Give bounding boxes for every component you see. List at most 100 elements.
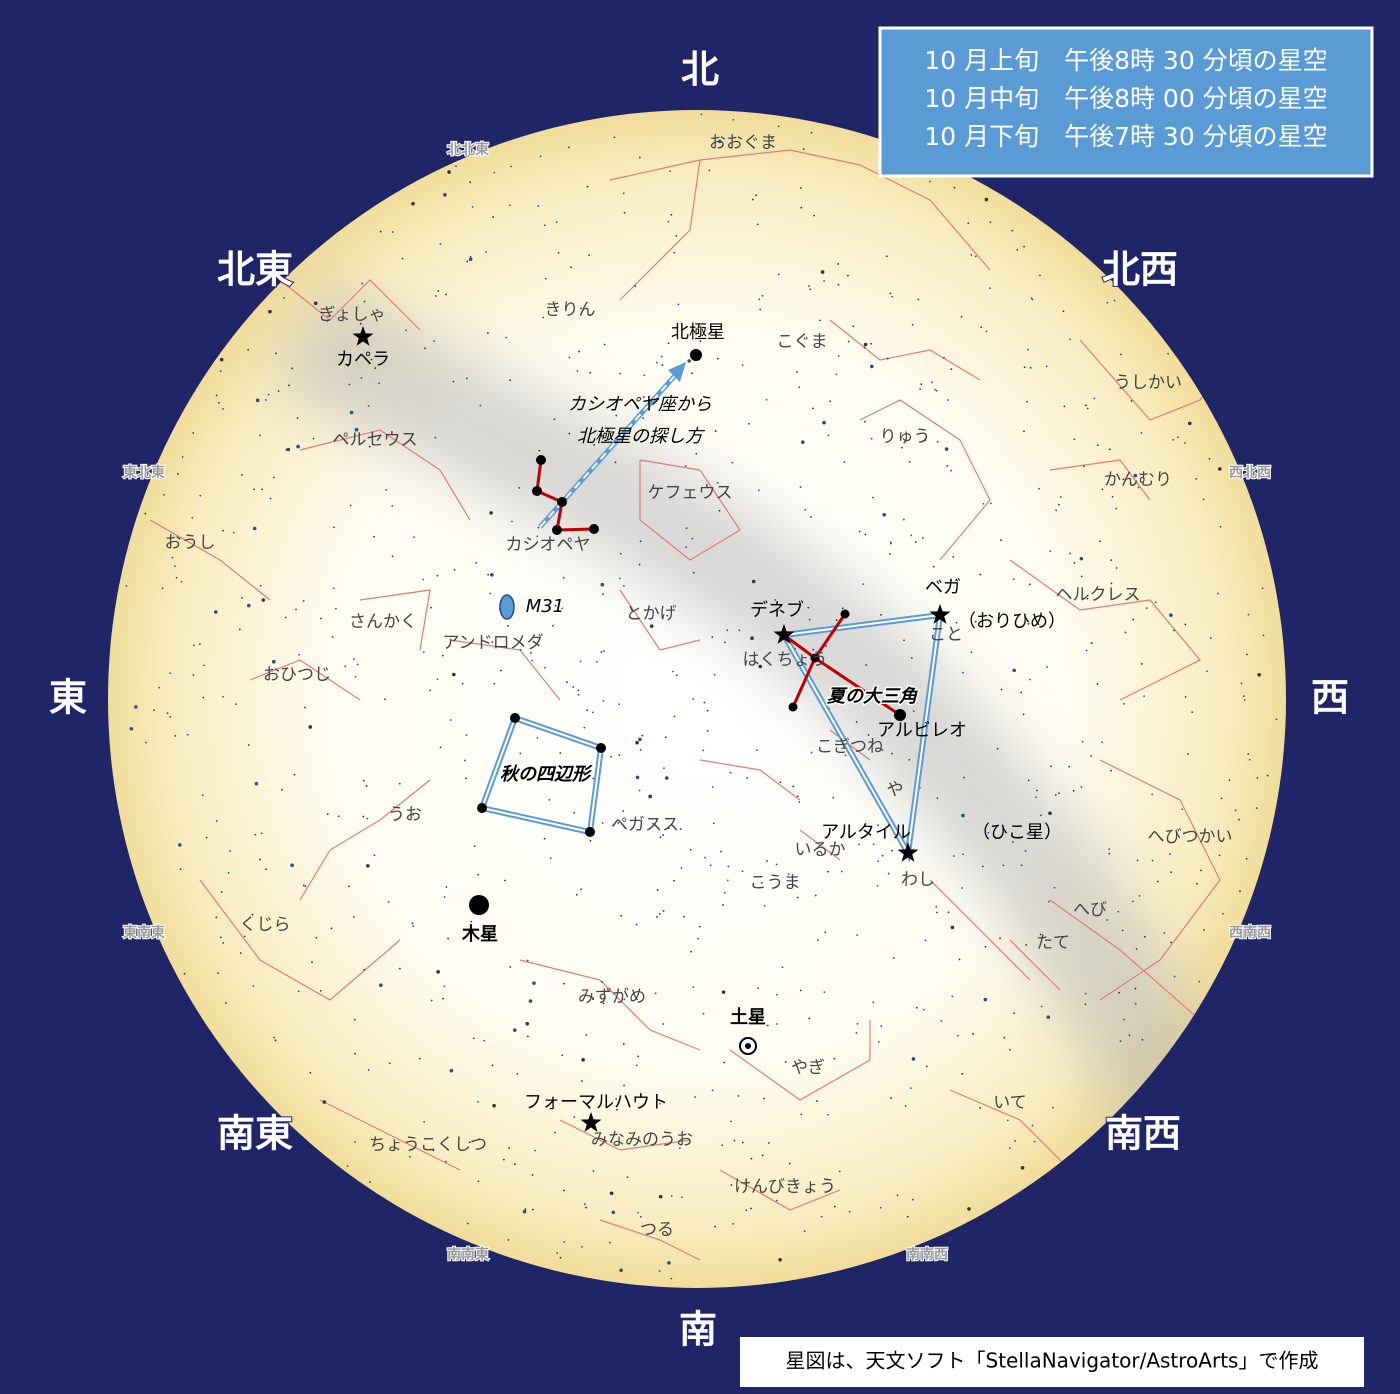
faint-star [711,1089,714,1092]
star-dot [536,455,546,465]
faint-star [638,737,642,742]
faint-star [840,870,843,873]
faint-star [568,146,570,149]
constellation-line [249,659,361,701]
faint-star [580,1245,583,1248]
faint-star [880,1025,883,1028]
faint-star [887,872,890,875]
faint-star [800,440,805,444]
faint-star [777,273,780,276]
direction: 北西 [1102,248,1178,292]
faint-star [232,531,235,534]
faint-star [889,542,892,545]
faint-star [990,502,992,505]
faint-star [225,1002,227,1004]
faint-star [291,367,294,370]
faint-star [260,832,263,835]
faint-star [1217,592,1219,595]
faint-star [566,681,568,684]
faint-star [730,1120,732,1123]
faint-star [290,863,294,868]
faint-star [215,820,218,822]
faint-star [576,370,579,372]
faint-star [1101,488,1104,491]
faint-star [910,657,913,659]
constellation-line [609,149,991,271]
faint-star [500,669,502,672]
faint-star [776,993,778,996]
faint-star [429,689,432,692]
faint-star [1050,765,1052,768]
faint-star [528,999,533,1003]
faint-star [792,785,795,788]
faint-star [581,1080,583,1082]
faint-star [239,952,242,954]
faint-star [1170,871,1173,874]
faint-star [1140,663,1143,665]
faint-star [702,749,705,752]
constellation-name: わし [901,870,935,890]
faint-star [934,388,937,391]
faint-star [936,797,939,800]
star-name: フォーマルハウト [524,1092,668,1113]
star-marker [580,1112,602,1132]
faint-star [872,496,875,499]
faint-star [436,574,439,577]
faint-star [298,653,300,656]
faint-star [812,407,814,410]
faint-star [670,1277,673,1280]
faint-star [766,1024,769,1027]
faint-star [555,221,558,224]
faint-star [472,1037,475,1040]
faint-star [912,710,915,713]
star-marker [352,326,374,346]
faint-star [238,628,241,631]
faint-star [241,474,243,476]
constellation-name: やぎ [791,1058,825,1078]
faint-star [1196,882,1198,885]
constellation-name: カシオペヤ [506,535,591,555]
faint-star [418,1057,421,1060]
faint-star [1090,754,1093,757]
faint-star [835,373,838,376]
minor-direction: 南南西 [906,1246,948,1263]
faint-star [833,692,836,694]
faint-star [929,180,931,183]
faint-star [1134,1002,1137,1005]
faint-star [638,563,641,566]
faint-star [1191,711,1194,713]
faint-star [537,205,540,207]
faint-star [999,937,1001,940]
faint-star [936,440,939,443]
faint-star [961,887,964,889]
faint-star [663,767,665,770]
faint-star [505,336,508,339]
faint-star [706,729,709,732]
faint-star [477,1100,479,1103]
faint-star [312,437,315,440]
faint-star [579,307,582,310]
summer-triangle-inner [782,613,942,857]
faint-star [511,520,513,523]
faint-star [837,283,840,286]
faint-star [695,452,698,455]
faint-star [1242,695,1245,698]
faint-star [508,204,511,207]
faint-star [985,330,988,333]
faint-star [215,916,218,919]
faint-star [972,1033,975,1035]
faint-star [642,417,645,419]
faint-star [543,224,546,227]
constellation-name: おうし [165,533,216,553]
faint-star [246,603,251,608]
faint-star [956,1034,959,1037]
faint-star [1170,941,1172,944]
faint-star [924,939,927,942]
faint-star [1121,929,1124,932]
faint-star [483,1039,486,1042]
faint-star [491,641,494,643]
faint-star [311,961,313,964]
faint-star [589,371,592,374]
faint-star [602,1002,605,1005]
faint-star [906,1215,909,1218]
